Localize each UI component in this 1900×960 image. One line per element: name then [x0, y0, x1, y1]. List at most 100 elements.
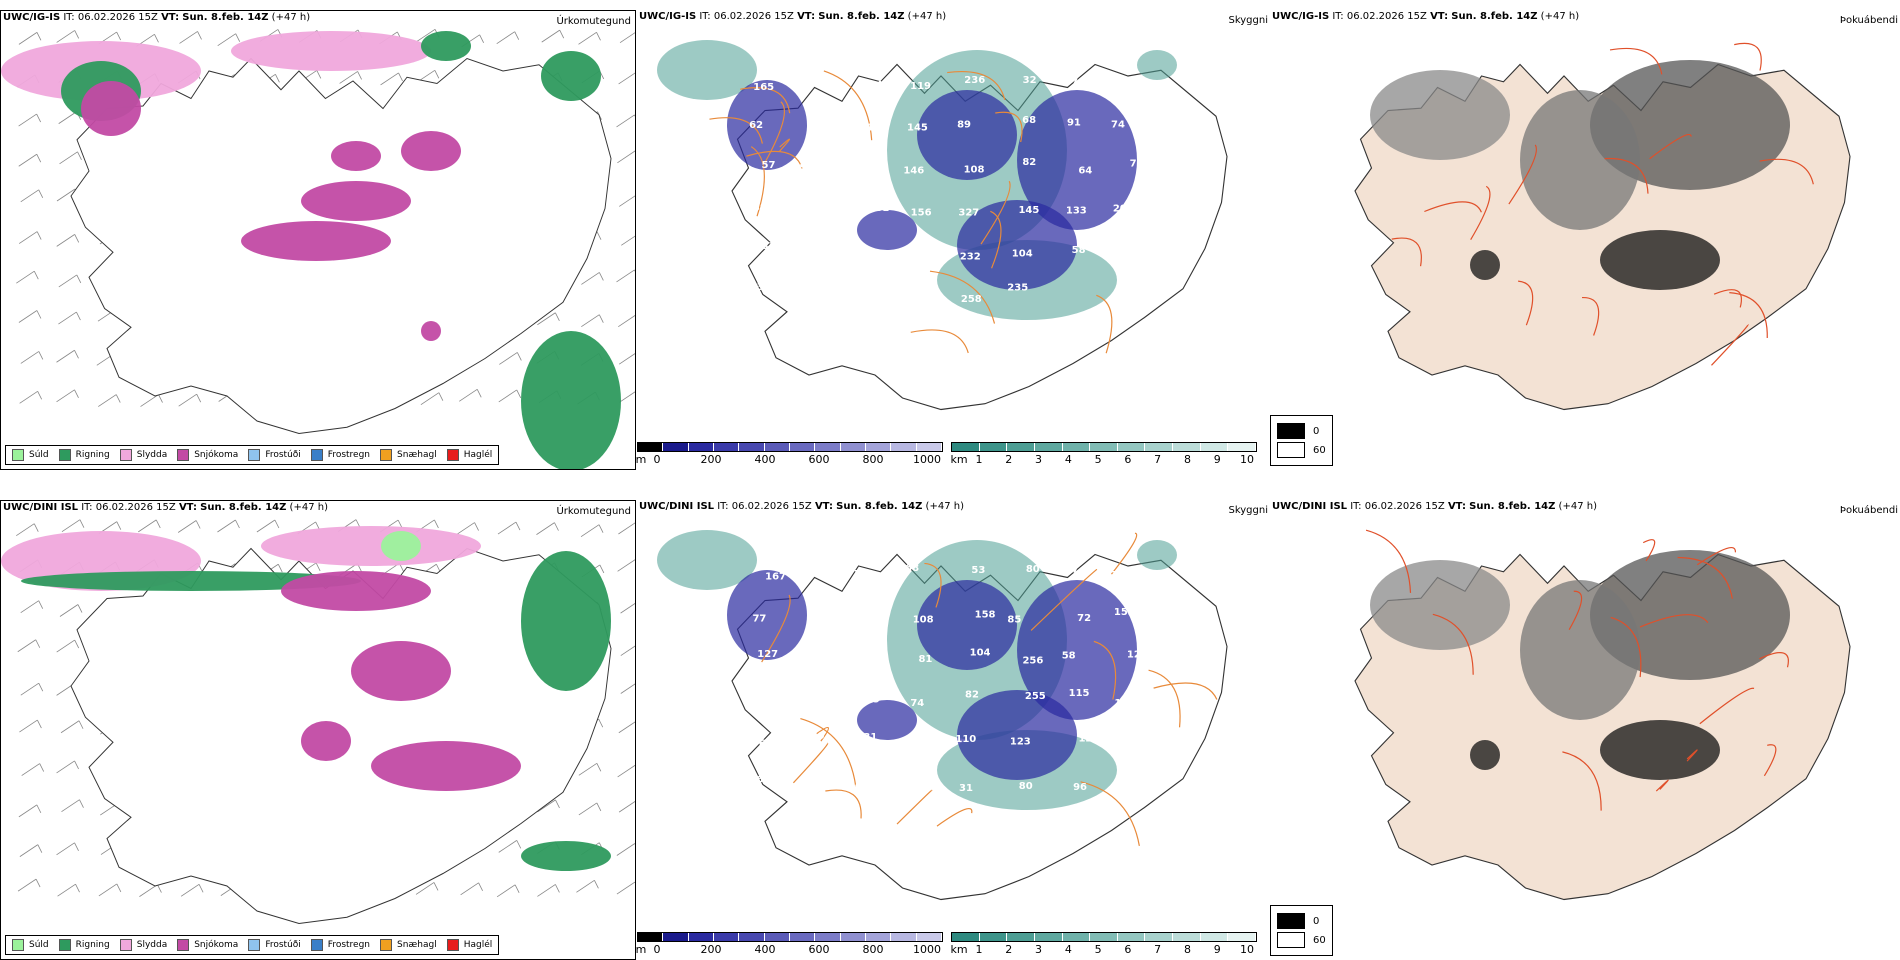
colorbar-bin: [1201, 443, 1229, 451]
ceiling-value-label: 85: [1007, 614, 1021, 625]
legend-swatch: [59, 939, 71, 951]
fog-legend-label: 60: [1313, 935, 1326, 946]
colorbar-bin: [1201, 933, 1229, 941]
valid-time-label: VT:: [1448, 501, 1466, 512]
colorbar-bin: [952, 933, 980, 941]
fog-panel: UWC/IG-IS IT: 06.02.2026 15Z VT: Sun. 8.…: [1270, 10, 1900, 470]
colorbar-bin: [1145, 443, 1173, 451]
legend-label: Slydda: [137, 450, 167, 460]
model-name: UWC/DINI ISL: [639, 501, 714, 512]
precip-area: [241, 221, 391, 261]
legend-swatch: [380, 939, 392, 951]
fog-area: [1600, 720, 1720, 780]
ceiling-value-label: 67: [817, 206, 831, 217]
ceiling-value-label: 91: [1067, 117, 1081, 128]
legend-swatch: [177, 939, 189, 951]
legend-item: Frostregn: [311, 449, 370, 461]
precip-area: [541, 51, 601, 101]
ceiling-value-label: 31: [959, 783, 973, 794]
colorbar-bin: [790, 933, 815, 941]
precip-area: [261, 526, 481, 566]
ceiling-value-label: 32: [1023, 75, 1037, 86]
valid-time-label: VT:: [797, 11, 815, 22]
init-time-label: IT:: [1350, 501, 1361, 512]
fog-swatch: [1277, 423, 1305, 439]
ceiling-value-label: 255: [1025, 691, 1046, 702]
ceiling-value-label: 104: [970, 647, 991, 658]
ceiling-value-label: 102: [867, 122, 888, 133]
ceiling-value-label: 163: [749, 774, 770, 785]
model-name: UWC/DINI ISL: [3, 502, 78, 513]
ceiling-value-label: 105: [1120, 82, 1141, 93]
legend-label: Frostregn: [328, 450, 370, 460]
legend-swatch: [177, 449, 189, 461]
fog-map[interactable]: [1270, 10, 1900, 430]
colorbar-bin: [638, 933, 663, 941]
fog-area: [1370, 70, 1510, 160]
valid-time-label: VT:: [1430, 11, 1448, 22]
ceiling-value-label: 127: [757, 649, 778, 660]
ceiling-value-label: 201: [864, 282, 885, 293]
ceiling-value-label: 138: [750, 282, 771, 293]
ceiling-value-label: 87: [1065, 564, 1079, 575]
precip-map[interactable]: [1, 11, 635, 469]
visibility-tick: 1: [976, 453, 983, 466]
precip-area: [421, 321, 441, 341]
run-info-header: UWC/IG-IS IT: 06.02.2026 15Z VT: Sun. 8.…: [639, 11, 946, 22]
legend-label: Snjókoma: [194, 450, 238, 460]
legend-swatch: [120, 449, 132, 461]
colorbar-bin: [689, 443, 714, 451]
ceiling-value-label: 67: [817, 655, 831, 666]
precip-area: [521, 331, 621, 469]
fog-legend-item: 60: [1277, 932, 1326, 948]
low-visibility-area: [1137, 50, 1177, 80]
legend-item: Frostúði: [248, 449, 300, 461]
precip-map[interactable]: [1, 501, 635, 959]
colorbar-bin: [714, 443, 739, 451]
legend-label: Haglél: [464, 450, 493, 460]
precip-area: [281, 571, 431, 611]
precip-title: Úrkomutegund: [556, 16, 631, 27]
ceiling-value-label: 72: [800, 568, 814, 579]
ceiling-value-label: 258: [961, 294, 982, 305]
ceiling-value-label: 116: [914, 778, 935, 789]
ceiling-value-label: 58: [1062, 651, 1076, 662]
valid-time-label: VT:: [161, 12, 179, 23]
colorbar-bin: [739, 443, 764, 451]
ceiling-value-label: 82: [965, 690, 979, 701]
fog-map[interactable]: [1270, 500, 1900, 920]
lead-time: (+47 h): [1559, 501, 1597, 512]
colorbar-bin: [917, 933, 942, 941]
fog-legend-label: 0: [1313, 916, 1319, 927]
ceiling-value-label: 68: [905, 563, 919, 574]
colorbar-bin: [1007, 443, 1035, 451]
ceiling-value-label: 80: [1019, 781, 1033, 792]
ceiling-value-label: 64: [1078, 166, 1092, 177]
legend-label: Slydda: [137, 940, 167, 950]
legend-item: Slydda: [120, 939, 167, 951]
fog-legend: 0 60: [1270, 905, 1333, 956]
legend-item: Rigning: [59, 449, 110, 461]
legend-swatch: [311, 939, 323, 951]
low-visibility-area: [1137, 540, 1177, 570]
colorbar-bin: [815, 933, 840, 941]
ceiling-value-label: 71: [1071, 77, 1085, 88]
legend-label: Rigning: [76, 940, 110, 950]
fog-area: [1370, 560, 1510, 650]
colorbar-bin: [917, 443, 942, 451]
legend-swatch: [311, 449, 323, 461]
lead-time: (+47 h): [290, 502, 328, 513]
ceiling-value-label: 97: [809, 243, 823, 254]
ceiling-value-label: 165: [753, 82, 774, 93]
low-ceiling-area: [727, 570, 807, 660]
colorbar-bin: [1007, 933, 1035, 941]
fog-area: [1470, 250, 1500, 280]
lead-time: (+47 h): [272, 12, 310, 23]
ceiling-tick: 800: [863, 453, 884, 466]
visibility-tick: 4: [1065, 453, 1072, 466]
colorbar-bin: [1035, 933, 1063, 941]
